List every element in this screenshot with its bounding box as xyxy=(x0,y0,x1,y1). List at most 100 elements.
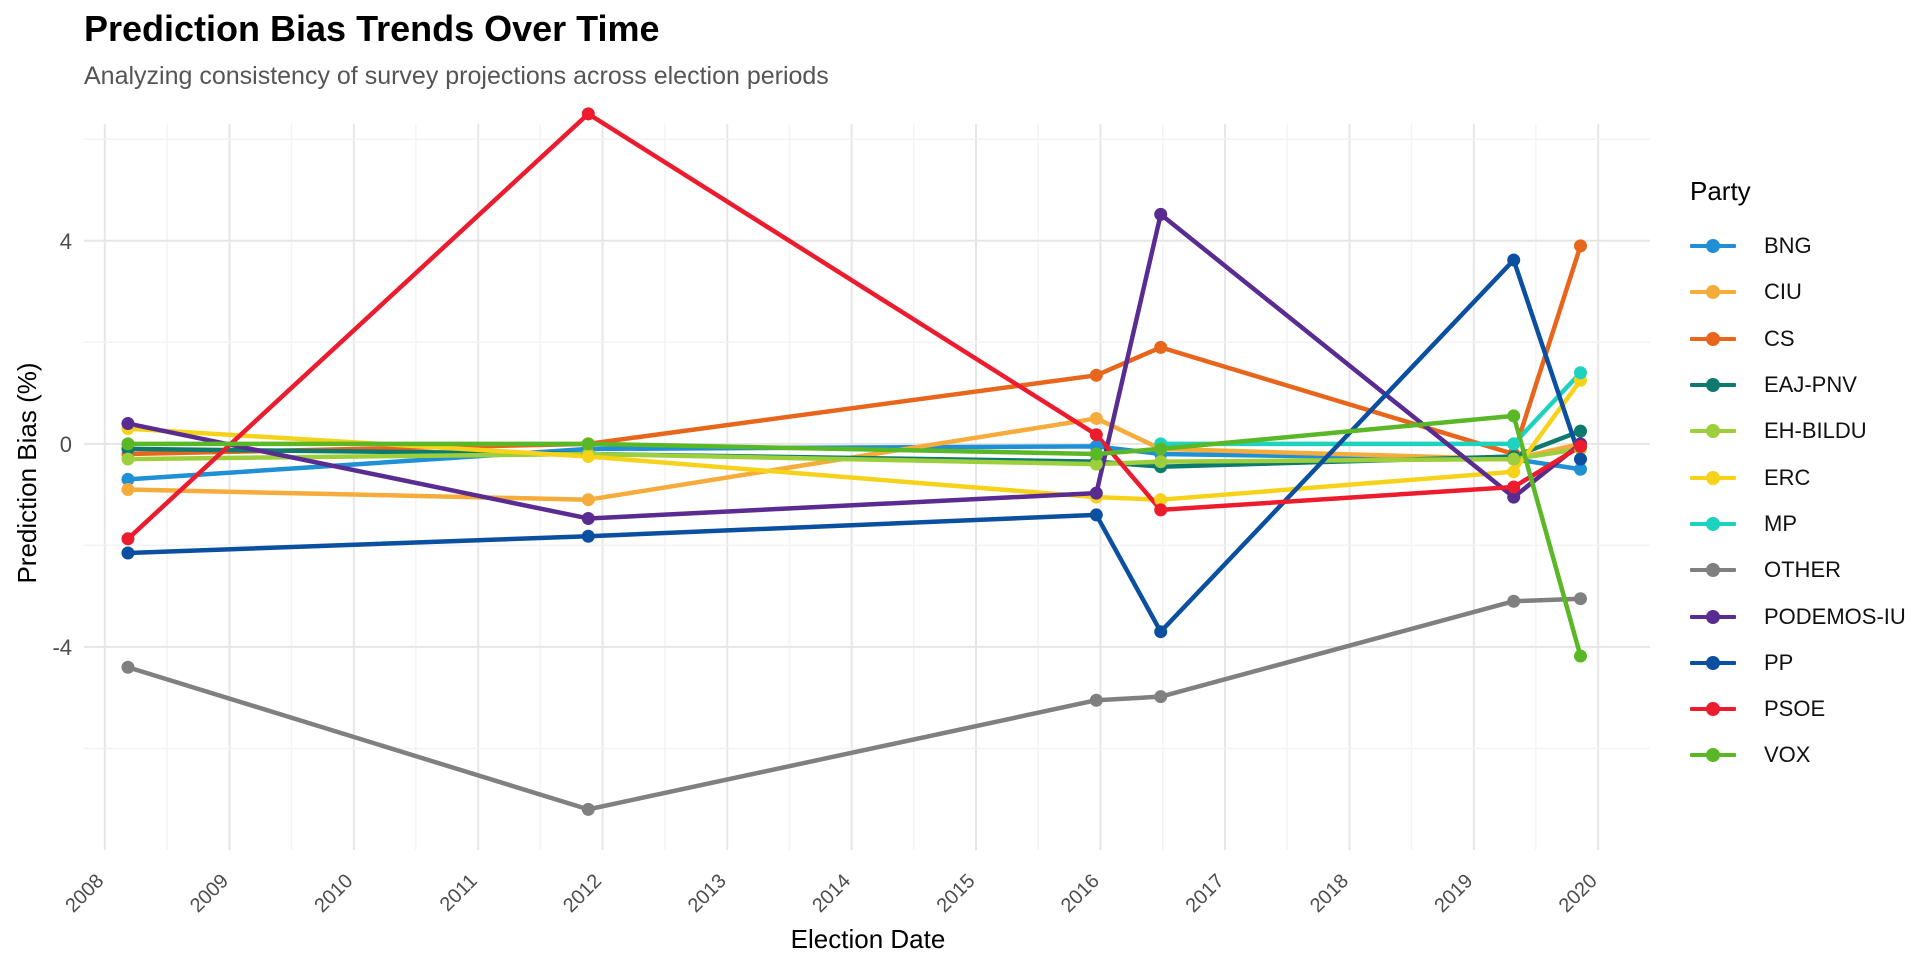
legend-item: PSOE xyxy=(1690,686,1906,732)
legend-label: OTHER xyxy=(1764,557,1841,583)
data-point xyxy=(1154,493,1168,507)
data-point xyxy=(1573,592,1587,606)
data-point xyxy=(581,511,595,525)
legend-label: PSOE xyxy=(1764,696,1826,722)
x-tick-label: 2015 xyxy=(933,870,980,917)
data-point xyxy=(1573,239,1587,253)
series-line xyxy=(125,212,1583,521)
series-line xyxy=(125,378,1583,502)
data-point xyxy=(581,450,595,464)
data-point xyxy=(1154,690,1168,704)
x-tick-label: 2017 xyxy=(1182,870,1229,917)
x-tick-label: 2011 xyxy=(436,870,482,916)
x-tick-label: 2016 xyxy=(1057,870,1104,917)
x-tick-label: 2020 xyxy=(1555,870,1602,917)
legend-item: CS xyxy=(1690,316,1906,362)
legend-swatch xyxy=(1690,421,1736,441)
series-points xyxy=(121,107,1587,816)
chart-subtitle: Analyzing consistency of survey projecti… xyxy=(84,62,829,90)
data-point xyxy=(1154,503,1168,517)
y-tick-label: -4 xyxy=(52,635,72,660)
legend-item: ERC xyxy=(1690,454,1906,500)
legend-item: VOX xyxy=(1690,732,1906,778)
data-point xyxy=(121,546,135,560)
x-tick-label: 2012 xyxy=(559,870,606,917)
data-point xyxy=(121,472,135,486)
legend-label: VOX xyxy=(1764,742,1811,768)
series-line xyxy=(125,243,1583,457)
x-tick-label: 2009 xyxy=(186,870,233,917)
x-tick-label: 2018 xyxy=(1306,870,1353,917)
legend-items: BNG CIU CS EAJ-PNV EH-BILDU ERC MP OTHER PODEMOS… xyxy=(1690,223,1906,779)
legend-label: EAJ-PNV xyxy=(1764,372,1857,398)
data-point xyxy=(1154,442,1168,456)
series-line xyxy=(125,257,1583,634)
data-point xyxy=(581,802,595,816)
x-tick-label: 2014 xyxy=(808,870,855,917)
data-point xyxy=(1573,649,1587,663)
legend-swatch xyxy=(1690,607,1736,627)
data-point xyxy=(1573,462,1587,476)
data-point xyxy=(121,437,135,451)
legend-item: PP xyxy=(1690,640,1906,686)
legend-label: CS xyxy=(1764,325,1795,351)
x-tick-label: 2013 xyxy=(684,870,731,917)
legend-label: MP xyxy=(1764,510,1797,536)
data-point xyxy=(1089,447,1103,461)
data-point xyxy=(121,532,135,546)
data-point xyxy=(581,493,595,507)
data-point xyxy=(1089,508,1103,522)
data-point xyxy=(1089,411,1103,425)
data-point xyxy=(1507,480,1521,494)
legend-item: CIU xyxy=(1690,269,1906,315)
legend-item: EAJ-PNV xyxy=(1690,362,1906,408)
series-line xyxy=(125,596,1583,812)
y-axis-label: Prediction Bias (%) xyxy=(12,362,42,583)
data-point xyxy=(121,452,135,466)
data-point xyxy=(1507,465,1521,479)
data-point xyxy=(1154,340,1168,354)
legend-label: CIU xyxy=(1764,279,1802,305)
legend-item: EH-BILDU xyxy=(1690,408,1906,454)
data-point xyxy=(1154,455,1168,469)
data-point xyxy=(581,437,595,451)
legend-label: PODEMOS-IU xyxy=(1764,603,1906,629)
data-point xyxy=(1507,594,1521,608)
x-tick-label: 2008 xyxy=(61,870,108,917)
data-point xyxy=(1154,207,1168,221)
y-tick-label: 0 xyxy=(60,432,72,457)
legend-label: PP xyxy=(1764,649,1794,675)
series-line xyxy=(125,413,1583,659)
legend-swatch xyxy=(1690,468,1736,488)
legend-label: ERC xyxy=(1764,464,1811,490)
data-point xyxy=(1507,452,1521,466)
x-axis-label: Election Date xyxy=(791,924,946,954)
series-line xyxy=(125,111,1583,542)
data-point xyxy=(1573,452,1587,466)
legend: Party BNG CIU CS EAJ-PNV EH-BILDU ERC MP OTHER P… xyxy=(1690,176,1906,779)
data-point xyxy=(1089,428,1103,442)
data-point xyxy=(1573,424,1587,438)
legend-label: EH-BILDU xyxy=(1764,418,1867,444)
legend-item: PODEMOS-IU xyxy=(1690,593,1906,639)
legend-swatch xyxy=(1690,236,1736,256)
y-tick-label: 4 xyxy=(60,229,72,254)
grid xyxy=(84,124,1650,850)
legend-item: MP xyxy=(1690,501,1906,547)
data-point xyxy=(1573,366,1587,380)
series-lines xyxy=(125,111,1583,812)
legend-title: Party xyxy=(1690,176,1751,206)
legend-item: BNG xyxy=(1690,223,1906,269)
data-point xyxy=(121,483,135,497)
x-tick-label: 2010 xyxy=(310,870,357,917)
data-point xyxy=(1507,253,1521,267)
legend-swatch xyxy=(1690,560,1736,580)
data-point xyxy=(1507,490,1521,504)
legend-swatch xyxy=(1690,282,1736,302)
legend-label: BNG xyxy=(1764,233,1812,259)
data-point xyxy=(581,107,595,121)
data-point xyxy=(1089,486,1103,500)
data-point xyxy=(1089,457,1103,471)
legend-swatch xyxy=(1690,329,1736,349)
